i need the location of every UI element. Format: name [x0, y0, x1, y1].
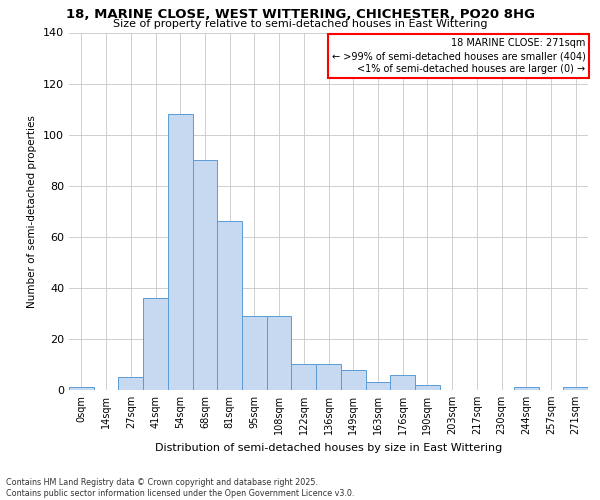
Text: Size of property relative to semi-detached houses in East Wittering: Size of property relative to semi-detach… — [113, 19, 487, 29]
Bar — [217, 222, 242, 390]
Bar — [316, 364, 341, 390]
Bar — [415, 385, 440, 390]
Text: Contains HM Land Registry data © Crown copyright and database right 2025.
Contai: Contains HM Land Registry data © Crown c… — [6, 478, 355, 498]
Bar — [143, 298, 168, 390]
X-axis label: Distribution of semi-detached houses by size in East Wittering: Distribution of semi-detached houses by … — [155, 442, 502, 452]
Bar — [118, 377, 143, 390]
Bar — [365, 382, 390, 390]
Y-axis label: Number of semi-detached properties: Number of semi-detached properties — [28, 115, 37, 308]
Bar — [242, 316, 267, 390]
Bar — [292, 364, 316, 390]
Bar — [69, 388, 94, 390]
Bar — [563, 388, 588, 390]
Bar — [390, 374, 415, 390]
Text: 18 MARINE CLOSE: 271sqm
← >99% of semi-detached houses are smaller (404)
<1% of : 18 MARINE CLOSE: 271sqm ← >99% of semi-d… — [332, 38, 586, 74]
Bar — [514, 388, 539, 390]
Text: 18, MARINE CLOSE, WEST WITTERING, CHICHESTER, PO20 8HG: 18, MARINE CLOSE, WEST WITTERING, CHICHE… — [65, 8, 535, 20]
Bar — [341, 370, 365, 390]
Bar — [193, 160, 217, 390]
Bar — [267, 316, 292, 390]
Bar — [168, 114, 193, 390]
